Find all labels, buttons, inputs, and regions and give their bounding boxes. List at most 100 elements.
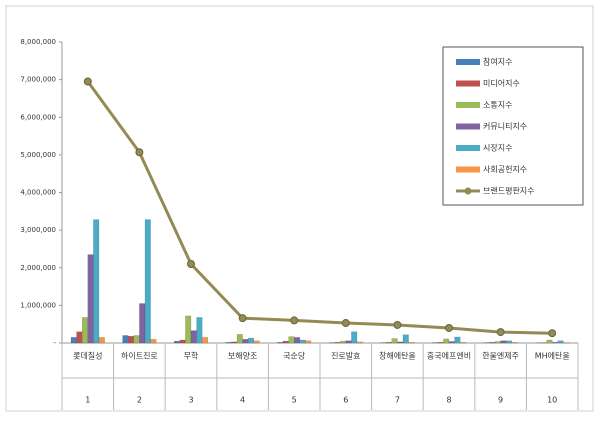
legend-label: 소통지수	[483, 101, 512, 110]
bar	[345, 340, 352, 344]
bar	[443, 338, 450, 344]
bar	[185, 315, 192, 344]
legend-swatch	[456, 102, 480, 108]
line-marker	[445, 323, 453, 332]
bar	[282, 340, 289, 344]
legend-label: 참여지수	[483, 57, 512, 67]
bar	[87, 254, 94, 344]
x-tick-label: 보해양조	[228, 351, 257, 361]
x-tick-label: 하이트진로	[121, 351, 158, 361]
y-tick-label: 5,000,000	[20, 151, 56, 159]
bar	[294, 337, 301, 344]
bar	[81, 317, 88, 344]
y-tick-label: 8,000,000	[20, 38, 56, 46]
bar	[150, 339, 157, 344]
bar	[231, 341, 238, 344]
bar	[70, 337, 77, 344]
legend-label: 커뮤니티지수	[483, 121, 527, 131]
bar	[500, 340, 507, 344]
legend-swatch	[456, 59, 480, 65]
line-marker	[238, 314, 247, 323]
x-group-label: 3	[188, 396, 193, 405]
bar	[386, 342, 393, 344]
bar	[494, 341, 501, 344]
bar	[236, 334, 243, 344]
y-tick-label: 2,000,000	[20, 264, 56, 272]
bar	[489, 342, 496, 344]
bar	[122, 335, 129, 344]
bar	[351, 331, 358, 344]
bar	[133, 335, 140, 344]
line-marker	[496, 328, 505, 337]
line-marker	[83, 77, 92, 86]
x-group-label: 5	[292, 396, 297, 405]
x-group-label: 6	[343, 396, 348, 405]
line-marker	[341, 319, 350, 328]
bar	[127, 336, 134, 344]
line	[86, 80, 553, 335]
line-marker	[393, 320, 402, 329]
legend-label: 미디어지수	[483, 78, 520, 88]
bar	[356, 341, 363, 344]
bar	[454, 336, 461, 344]
bar	[299, 339, 306, 344]
line-marker	[187, 259, 195, 268]
y-tick-label: -	[53, 339, 56, 347]
legend-label: 브랜드평판지수	[483, 186, 535, 196]
x-tick-label: 무학	[184, 351, 199, 361]
x-group-label: 7	[395, 396, 400, 405]
bar	[552, 342, 559, 344]
bar	[196, 317, 203, 344]
bar	[391, 338, 398, 344]
bar	[98, 337, 105, 344]
legend-swatch	[456, 145, 480, 151]
bar	[402, 334, 409, 344]
bar	[448, 341, 455, 344]
bar	[190, 330, 197, 344]
bar	[334, 342, 341, 344]
legend-swatch-marker	[464, 187, 472, 195]
bar	[93, 219, 100, 344]
bar	[546, 339, 553, 344]
x-group-label: 4	[240, 396, 245, 405]
bar	[277, 342, 284, 344]
x-tick-label: 국순당	[283, 351, 306, 361]
x-tick-label: 롯데칠성	[73, 352, 102, 361]
x-group-label: 1	[85, 396, 90, 405]
bar	[437, 342, 444, 344]
bar	[511, 342, 518, 344]
bar	[76, 331, 83, 344]
legend-swatch	[456, 123, 480, 130]
bar	[305, 340, 312, 344]
x-tick-label: 흥국에프엔비	[427, 351, 471, 361]
bar	[179, 339, 186, 344]
bar	[173, 340, 180, 344]
bar	[557, 340, 564, 344]
x-group-label: 2	[137, 396, 142, 405]
legend-label: 시장지수	[483, 143, 512, 153]
y-tick-label: 3,000,000	[20, 226, 56, 234]
x-tick-label: 진로발효	[331, 351, 360, 361]
x-tick-label: MH에탄올	[535, 351, 570, 361]
x-group-label: 9	[498, 396, 503, 405]
x-group-label: 8	[446, 396, 451, 405]
bar	[288, 336, 295, 344]
y-tick-label: 7,000,000	[20, 76, 56, 84]
bar	[253, 340, 260, 344]
bar	[144, 219, 151, 344]
bar	[201, 337, 208, 344]
line-marker	[290, 316, 299, 325]
legend-swatch	[456, 166, 480, 173]
bar	[139, 303, 146, 344]
bar	[242, 339, 249, 344]
bar	[408, 342, 415, 344]
line-marker	[135, 148, 144, 157]
y-tick-label: 6,000,000	[20, 113, 56, 121]
x-group-label: 10	[547, 396, 557, 405]
bar	[247, 337, 254, 344]
legend-swatch	[456, 80, 480, 87]
bar	[460, 342, 467, 344]
x-tick-label: 창해에탄올	[379, 351, 416, 361]
line-marker	[548, 329, 557, 338]
